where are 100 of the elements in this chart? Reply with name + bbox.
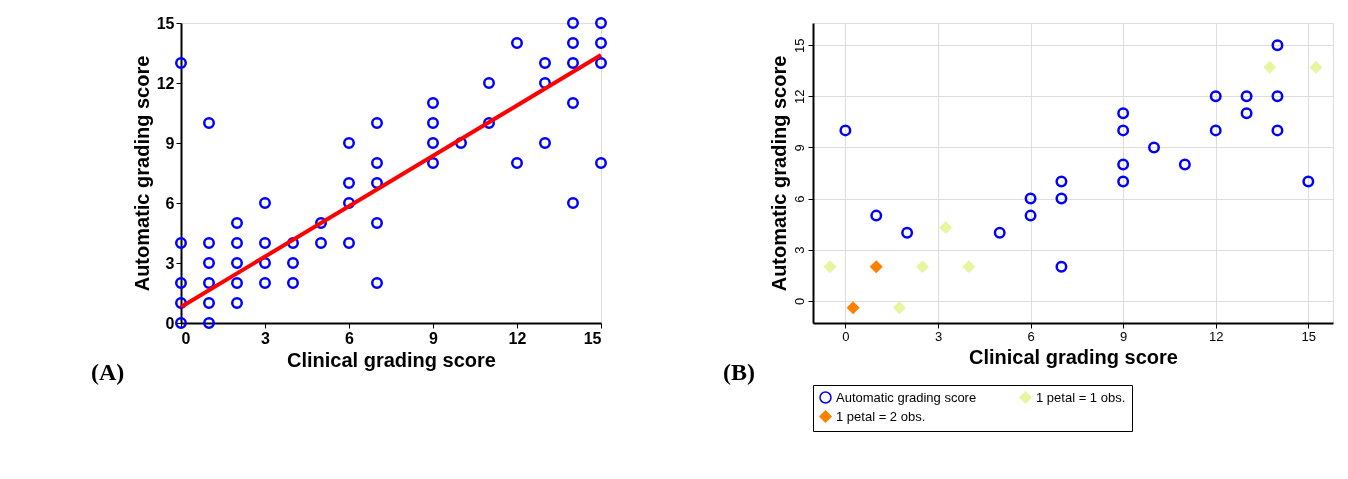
point <box>371 157 383 169</box>
point <box>1117 124 1130 137</box>
point <box>1178 158 1191 171</box>
point <box>993 226 1006 239</box>
point <box>1240 90 1253 103</box>
point <box>1310 61 1323 74</box>
point <box>1117 107 1130 120</box>
point <box>427 97 439 109</box>
point <box>231 297 243 309</box>
y-axis-title: Automatic grading score <box>130 55 153 292</box>
point <box>1302 175 1315 188</box>
y-axis-title: Automatic grading score <box>767 55 790 292</box>
x-tick-label: 3 <box>934 328 943 344</box>
point <box>1271 39 1284 52</box>
x-axis-title: Clinical grading score <box>969 345 1178 368</box>
point <box>1148 141 1160 154</box>
point <box>343 177 355 189</box>
point <box>203 117 215 129</box>
point <box>315 237 327 249</box>
x-axis-title: Clinical grading score <box>287 348 496 371</box>
point <box>1263 61 1276 74</box>
y-tick-label: 3 <box>165 254 175 272</box>
point <box>175 277 187 289</box>
point <box>1240 107 1253 120</box>
point <box>567 17 579 29</box>
x-tick-label: 12 <box>1209 328 1224 344</box>
point <box>203 237 215 249</box>
y-tick-label: 9 <box>165 134 175 152</box>
text: (B) <box>723 359 755 385</box>
x-tick-label: 6 <box>345 329 355 347</box>
point <box>567 57 579 69</box>
point <box>203 297 215 309</box>
point <box>567 197 579 209</box>
point <box>231 257 243 269</box>
point <box>287 277 299 289</box>
point <box>231 217 243 229</box>
x-tick-label: 6 <box>1027 328 1035 344</box>
x-tick-label: 15 <box>1301 328 1317 344</box>
point <box>371 217 383 229</box>
point <box>1117 175 1130 188</box>
point <box>259 277 271 289</box>
point <box>823 260 836 273</box>
point <box>1024 209 1037 222</box>
legend-label: 1 petal = 2 obs. <box>836 408 926 424</box>
point <box>567 37 579 49</box>
point <box>916 260 929 273</box>
x-tick-label: 0 <box>181 329 191 347</box>
point <box>203 277 215 289</box>
y-tick-label: 6 <box>165 194 175 212</box>
point <box>901 226 914 239</box>
point <box>427 137 439 149</box>
point <box>343 137 355 149</box>
point <box>1055 260 1068 273</box>
point <box>539 137 551 149</box>
point <box>1209 90 1222 103</box>
point <box>1271 90 1284 103</box>
point <box>231 277 243 289</box>
point <box>847 301 860 314</box>
y-tick-label: 9 <box>791 144 807 152</box>
point <box>1055 192 1068 205</box>
point <box>962 260 975 273</box>
x-tick-label: 9 <box>1120 328 1128 344</box>
point <box>1271 124 1284 137</box>
point <box>483 77 495 89</box>
y-tick-label: 0 <box>165 314 175 332</box>
x-tick-label: 0 <box>842 328 850 344</box>
point <box>259 197 271 209</box>
y-tick-label: 12 <box>156 74 175 92</box>
point <box>567 97 579 109</box>
x-tick-label: 3 <box>261 329 271 347</box>
y-tick-label: 0 <box>791 297 807 305</box>
point <box>595 57 607 69</box>
point <box>203 317 215 329</box>
point <box>427 157 439 169</box>
point <box>371 117 383 129</box>
point <box>427 117 439 129</box>
point <box>371 277 383 289</box>
point <box>893 301 906 314</box>
point <box>539 57 551 69</box>
point <box>175 317 187 329</box>
y-tick-label: 3 <box>791 246 807 254</box>
point <box>1055 175 1068 188</box>
point <box>1024 192 1037 205</box>
x-tick-label: 12 <box>508 329 527 347</box>
y-tick-label: 12 <box>791 89 807 105</box>
point <box>175 237 187 249</box>
y-tick-label: 6 <box>791 195 807 203</box>
point <box>939 221 952 234</box>
point <box>595 17 607 29</box>
legend-label: Automatic grading score <box>836 389 977 405</box>
point <box>1117 158 1130 171</box>
point <box>175 57 187 69</box>
point <box>1209 124 1222 137</box>
point <box>870 260 883 273</box>
point <box>287 257 299 269</box>
point <box>343 237 355 249</box>
point <box>595 37 607 49</box>
text: (A) <box>91 359 125 385</box>
point <box>595 157 607 169</box>
x-tick-label: 9 <box>429 329 439 347</box>
